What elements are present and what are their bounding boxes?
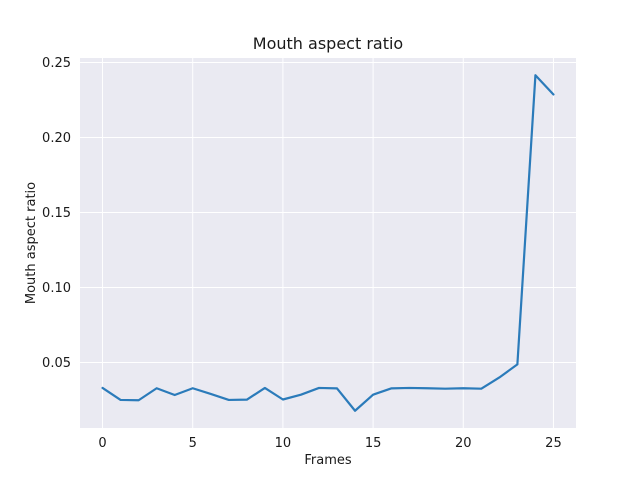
chart-title: Mouth aspect ratio: [253, 34, 403, 53]
x-axis-label: Frames: [304, 453, 352, 468]
y-axis-label: Mouth aspect ratio: [24, 182, 39, 304]
x-tick-label: 10: [275, 436, 292, 451]
y-tick-labels: 0.05 0.10 0.15 0.20 0.25: [42, 56, 71, 371]
x-tick-label: 5: [189, 436, 197, 451]
x-tick-labels: 0 5 10 15 20 25: [98, 436, 561, 451]
y-tick-label: 0.15: [42, 206, 71, 221]
gridlines: [80, 58, 576, 428]
x-tick-label: 20: [455, 436, 472, 451]
series-line: [101, 74, 555, 412]
x-tick-label: 0: [98, 436, 106, 451]
plot-background: [80, 58, 576, 428]
x-tick-label: 15: [365, 436, 382, 451]
y-tick-label: 0.10: [42, 281, 71, 296]
x-tick-label: 25: [545, 436, 562, 451]
y-tick-label: 0.25: [42, 56, 71, 71]
y-tick-label: 0.05: [42, 356, 71, 371]
y-tick-label: 0.20: [42, 131, 71, 146]
